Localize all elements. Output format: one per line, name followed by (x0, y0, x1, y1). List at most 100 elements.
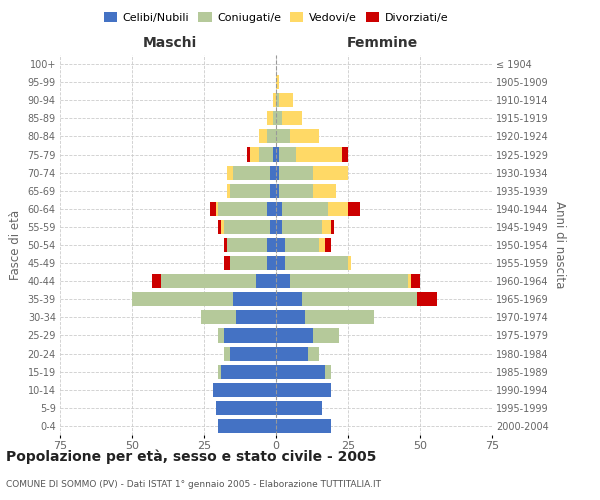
Bar (268, 130, 276, 143)
Bar (279, 166, 313, 179)
Bar (259, 148, 273, 162)
Bar (313, 166, 348, 179)
Bar (276, 364, 325, 378)
Bar (259, 130, 268, 143)
Bar (276, 401, 322, 415)
Bar (276, 184, 279, 198)
Bar (268, 238, 276, 252)
Bar (296, 148, 342, 162)
Bar (313, 328, 340, 342)
Bar (224, 220, 270, 234)
Bar (302, 292, 417, 306)
Bar (218, 419, 276, 433)
Bar (218, 328, 224, 342)
Bar (273, 148, 276, 162)
Bar (342, 148, 348, 162)
Bar (276, 148, 279, 162)
Bar (319, 238, 325, 252)
Bar (233, 292, 276, 306)
Bar (230, 346, 276, 360)
Bar (276, 382, 331, 397)
Bar (308, 346, 319, 360)
Bar (221, 220, 224, 234)
Bar (276, 220, 282, 234)
Bar (284, 238, 319, 252)
Bar (276, 328, 313, 342)
Bar (268, 256, 276, 270)
Bar (221, 364, 276, 378)
Bar (224, 328, 276, 342)
Bar (276, 346, 308, 360)
Bar (282, 112, 302, 126)
Bar (230, 184, 270, 198)
Bar (212, 382, 276, 397)
Bar (247, 148, 250, 162)
Bar (328, 202, 348, 216)
Bar (276, 75, 279, 89)
Bar (224, 346, 230, 360)
Bar (305, 310, 374, 324)
Legend: Celibi/Nubili, Coniugati/e, Vedovi/e, Divorziati/e: Celibi/Nubili, Coniugati/e, Vedovi/e, Di… (100, 8, 452, 28)
Bar (325, 238, 331, 252)
Text: Popolazione per età, sesso e stato civile - 2005: Popolazione per età, sesso e stato civil… (6, 450, 376, 464)
Bar (290, 130, 319, 143)
Text: Maschi: Maschi (142, 36, 197, 50)
Bar (233, 166, 270, 179)
Text: Femmine: Femmine (347, 36, 418, 50)
Bar (284, 256, 348, 270)
Bar (215, 202, 218, 216)
Bar (270, 184, 276, 198)
Bar (417, 292, 437, 306)
Bar (224, 256, 230, 270)
Bar (268, 112, 273, 126)
Bar (290, 274, 409, 288)
Bar (276, 274, 290, 288)
Bar (273, 112, 276, 126)
Bar (279, 93, 293, 108)
Bar (236, 310, 276, 324)
Bar (412, 274, 420, 288)
Bar (270, 166, 276, 179)
Bar (227, 184, 230, 198)
Bar (276, 310, 305, 324)
Bar (313, 184, 337, 198)
Bar (282, 220, 322, 234)
Bar (276, 419, 331, 433)
Bar (276, 256, 284, 270)
Bar (215, 401, 276, 415)
Y-axis label: Anni di nascita: Anni di nascita (553, 202, 566, 288)
Bar (224, 238, 227, 252)
Y-axis label: Fasce di età: Fasce di età (9, 210, 22, 280)
Bar (276, 93, 279, 108)
Bar (331, 220, 334, 234)
Bar (279, 184, 313, 198)
Bar (132, 292, 233, 306)
Bar (218, 202, 268, 216)
Bar (348, 202, 359, 216)
Bar (322, 220, 331, 234)
Bar (273, 93, 276, 108)
Bar (230, 256, 268, 270)
Bar (276, 238, 284, 252)
Bar (218, 364, 221, 378)
Bar (276, 130, 290, 143)
Bar (276, 166, 279, 179)
Bar (276, 202, 282, 216)
Bar (161, 274, 256, 288)
Bar (250, 148, 259, 162)
Bar (210, 202, 215, 216)
Bar (201, 310, 236, 324)
Bar (276, 292, 302, 306)
Bar (282, 202, 328, 216)
Bar (279, 148, 296, 162)
Bar (256, 274, 276, 288)
Bar (325, 364, 331, 378)
Text: COMUNE DI SOMMO (PV) - Dati ISTAT 1° gennaio 2005 - Elaborazione TUTTITALIA.IT: COMUNE DI SOMMO (PV) - Dati ISTAT 1° gen… (6, 480, 381, 489)
Bar (227, 166, 233, 179)
Bar (348, 256, 351, 270)
Bar (268, 202, 276, 216)
Bar (152, 274, 161, 288)
Bar (270, 220, 276, 234)
Bar (218, 220, 221, 234)
Bar (409, 274, 412, 288)
